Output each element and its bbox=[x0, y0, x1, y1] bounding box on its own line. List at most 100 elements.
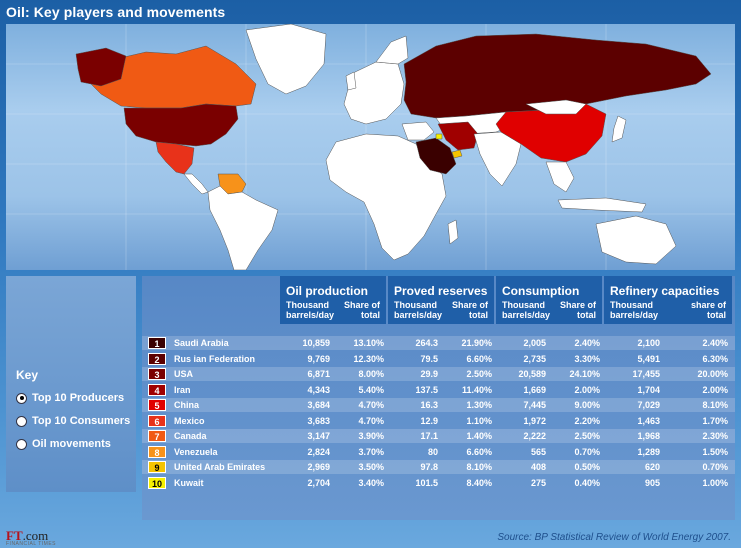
scandinavia bbox=[375, 35, 409, 65]
table-cell: 20,589 bbox=[518, 369, 546, 379]
table-cell: 9,769 bbox=[307, 353, 330, 364]
key-option-top-consumers[interactable]: Top 10 Consumers bbox=[16, 415, 130, 427]
rank-badge: 6 bbox=[148, 414, 166, 427]
table-row[interactable]: 2 Rus ian Federation 9,769 12.30% 79.5 6.60% 2… bbox=[142, 352, 735, 366]
table-cell: 0.70% bbox=[574, 446, 600, 457]
table-cell: 79.5 bbox=[420, 353, 438, 364]
table-row[interactable]: 6 Mexico 3,683 4.70% 12.9 1.10% 1,972 2.20% 1,46… bbox=[142, 414, 735, 428]
header-oil-production: Oil production Thousand barrels/day Shar… bbox=[280, 276, 386, 324]
table-row[interactable]: 10 Kuwait 2,704 3.40% 101.5 8.40% 275 0.40% 905 1… bbox=[142, 476, 735, 490]
table-cell: 6.30% bbox=[702, 353, 728, 364]
table-row[interactable]: 8 Venezuela 2,824 3.70% 80 6.60% 565 0.70% 1,289… bbox=[142, 445, 735, 459]
radio-top-consumers[interactable] bbox=[16, 415, 27, 427]
country-name: Saudi Arabia bbox=[174, 338, 229, 348]
table-cell: 3.90% bbox=[358, 431, 384, 441]
table-cell: 10,859 bbox=[302, 338, 330, 348]
mongolia bbox=[525, 99, 587, 115]
table-row[interactable]: 9 United Arab Emirates 2,969 3.50% 97.8 8.10%… bbox=[142, 460, 735, 474]
radio-top-producers[interactable] bbox=[16, 392, 27, 404]
table-cell: 3.50% bbox=[358, 462, 384, 472]
table-cell: 620 bbox=[644, 462, 660, 472]
table-cell: 3,683 bbox=[307, 415, 330, 426]
header-sub-right: share of total bbox=[690, 300, 726, 320]
table-row[interactable]: 7 Canada 3,147 3.90% 17.1 1.40% 2,222 2.50% 1,96… bbox=[142, 429, 735, 443]
country-name: China bbox=[174, 400, 200, 410]
table-cell: 2,005 bbox=[523, 338, 546, 348]
table-cell: 2,222 bbox=[523, 431, 546, 441]
rank-badge: 4 bbox=[148, 383, 166, 396]
europe bbox=[343, 61, 405, 125]
kuwait[interactable] bbox=[435, 133, 443, 140]
table-cell: 1,669 bbox=[523, 384, 546, 395]
south-america bbox=[207, 185, 279, 270]
table-cell: 8.00% bbox=[358, 369, 384, 379]
key-option-label: Oil movements bbox=[32, 438, 111, 450]
table-cell: 2.00% bbox=[702, 384, 728, 395]
table-cell: 1,972 bbox=[523, 415, 546, 426]
table-cell: 3,684 bbox=[307, 400, 330, 410]
uae[interactable] bbox=[451, 149, 463, 159]
table-cell: 264.3 bbox=[415, 338, 438, 348]
data-table: Oil production Thousand barrels/day Shar… bbox=[142, 276, 735, 520]
table-cell: 2.50% bbox=[466, 369, 492, 379]
saudi-arabia[interactable] bbox=[415, 137, 457, 175]
table-cell: 3.30% bbox=[574, 353, 600, 364]
source-note: Source: BP Statistical Review of World E… bbox=[497, 532, 731, 543]
table-cell: 2.40% bbox=[702, 338, 728, 348]
header-refinery-capacities: Refinery capacities Thousand barrels/day… bbox=[604, 276, 732, 324]
table-cell: 16.3 bbox=[420, 400, 438, 410]
table-cell: 1.10% bbox=[466, 415, 492, 426]
ft-logo[interactable]: FT.com bbox=[6, 528, 48, 544]
south-asia bbox=[473, 131, 522, 187]
table-cell: 1.70% bbox=[702, 415, 728, 426]
table-cell: 5,491 bbox=[637, 353, 660, 364]
logo-brand: FT bbox=[6, 528, 23, 543]
table-cell: 4.70% bbox=[358, 415, 384, 426]
mexico[interactable] bbox=[155, 141, 195, 175]
russia[interactable] bbox=[403, 33, 712, 119]
header-title: Oil production bbox=[286, 284, 368, 298]
table-cell: 2.30% bbox=[702, 431, 728, 441]
usa[interactable] bbox=[123, 103, 239, 147]
uk bbox=[345, 71, 357, 91]
alaska[interactable] bbox=[75, 47, 127, 87]
key-title: Key bbox=[16, 368, 39, 382]
world-map-svg bbox=[6, 24, 735, 270]
table-row[interactable]: 4 Iran 4,343 5.40% 137.5 11.40% 1,669 2.00% 1,70… bbox=[142, 383, 735, 397]
header-sub-left: Thousand barrels/day bbox=[502, 300, 551, 320]
table-cell: 2,704 bbox=[307, 477, 330, 488]
rank-badge: 1 bbox=[148, 337, 166, 349]
madagascar bbox=[447, 219, 459, 245]
country-name: Mexico bbox=[174, 415, 205, 426]
graphic-title: Oil: Key players and movements bbox=[6, 4, 226, 20]
rank-badge: 8 bbox=[148, 445, 166, 458]
key-option-top-producers[interactable]: Top 10 Producers bbox=[16, 392, 124, 404]
table-cell: 6.60% bbox=[466, 353, 492, 364]
table-cell: 2.50% bbox=[574, 431, 600, 441]
table-row[interactable]: 5 China 3,684 4.70% 16.3 1.30% 7,445 9.00% 7,029… bbox=[142, 398, 735, 412]
table-row[interactable]: 3 USA 6,871 8.00% 29.9 2.50% 20,589 24.10% 17,45… bbox=[142, 367, 735, 381]
header-title: Refinery capacities bbox=[610, 284, 720, 298]
table-cell: 137.5 bbox=[415, 384, 438, 395]
rank-badge: 3 bbox=[148, 368, 166, 380]
radio-oil-movements[interactable] bbox=[16, 438, 27, 450]
japan bbox=[611, 115, 627, 143]
table-cell: 1,289 bbox=[637, 446, 660, 457]
table-cell: 1,968 bbox=[637, 431, 660, 441]
table-cell: 1.40% bbox=[466, 431, 492, 441]
table-cell: 21.90% bbox=[461, 338, 492, 348]
ft-tagline: FINANCIAL TIMES bbox=[6, 541, 57, 547]
table-cell: 20.00% bbox=[697, 369, 728, 379]
table-cell: 101.5 bbox=[415, 477, 438, 488]
table-cell: 24.10% bbox=[569, 369, 600, 379]
central-america bbox=[183, 173, 209, 195]
key-panel: Key Top 10 Producers Top 10 Consumers Oi… bbox=[6, 276, 136, 492]
header-title: Proved reserves bbox=[394, 284, 488, 298]
country-name: Canada bbox=[174, 431, 207, 441]
key-option-oil-movements[interactable]: Oil movements bbox=[16, 438, 111, 450]
iran[interactable] bbox=[437, 121, 479, 151]
header-sub-right: Share of total bbox=[343, 300, 380, 320]
indonesia bbox=[557, 197, 647, 213]
table-row[interactable]: 1 Saudi Arabia 10,859 13.10% 264.3 21.90% 2,00… bbox=[142, 336, 735, 350]
